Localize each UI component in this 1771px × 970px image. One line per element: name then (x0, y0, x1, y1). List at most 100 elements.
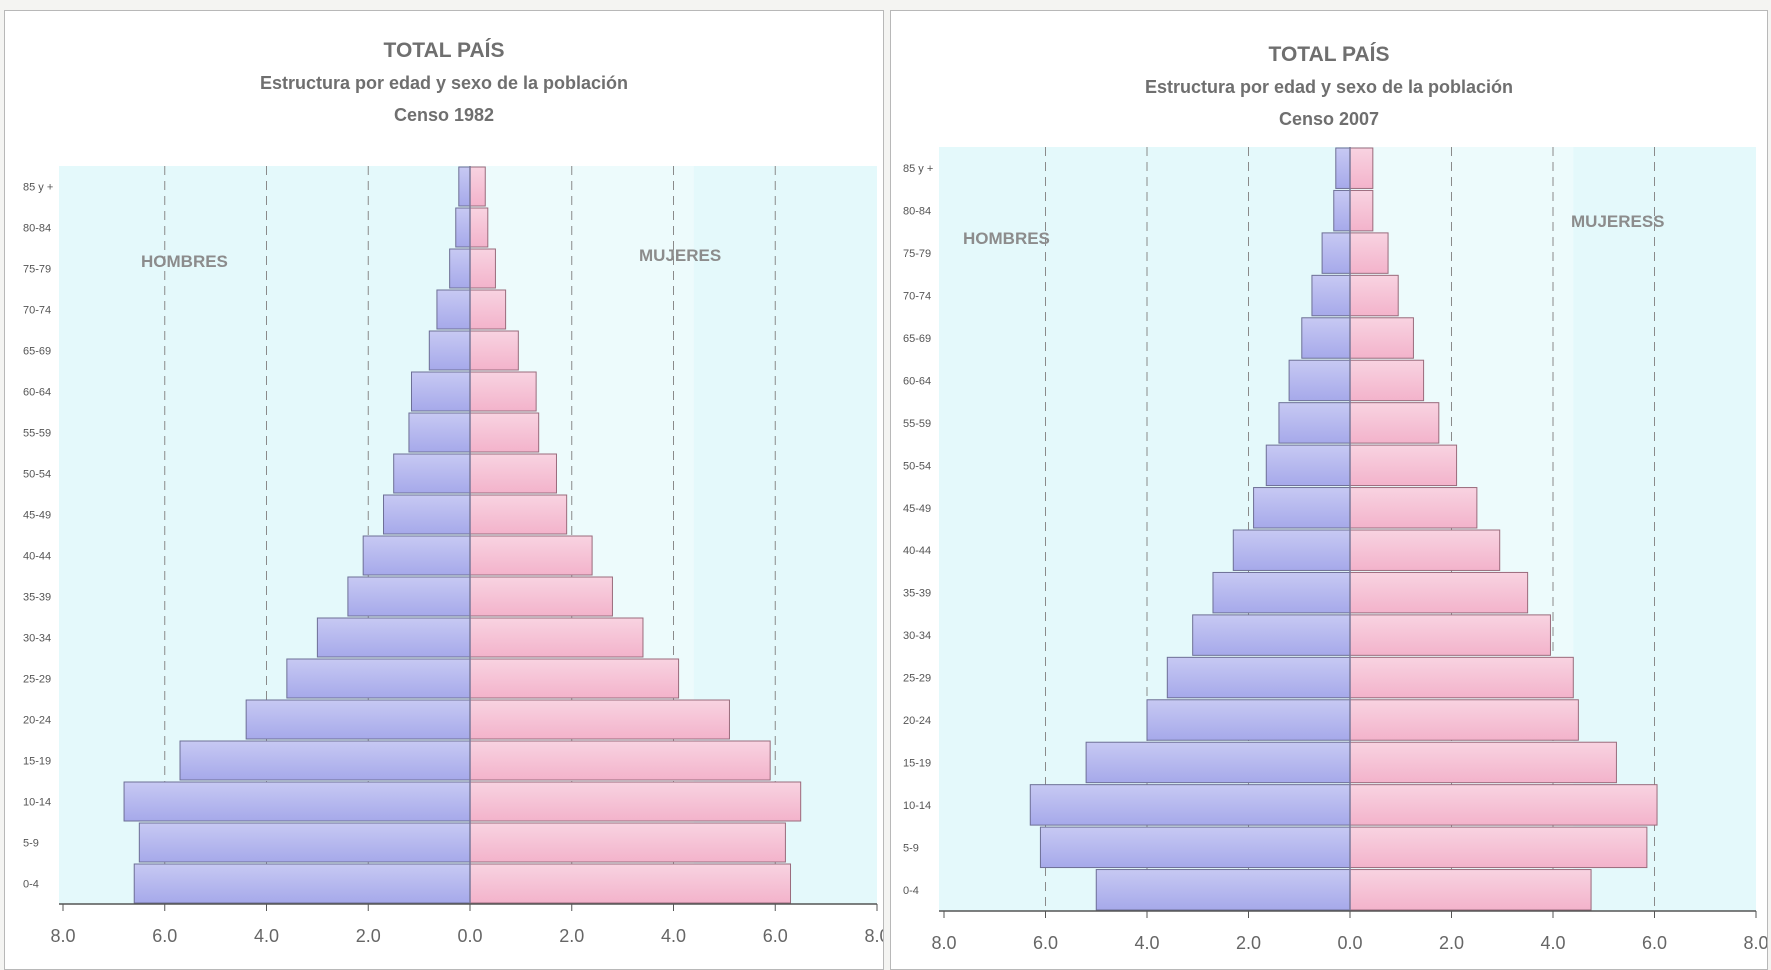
category-label: 10-14 (903, 800, 931, 812)
category-label: 25-29 (23, 674, 51, 686)
bar-hombres-15-19 (1085, 741, 1351, 784)
bar-mujeres-0-4 (469, 863, 792, 904)
bar-mujeres-10-14 (469, 781, 802, 822)
bar-mujeres-50-54 (1349, 444, 1458, 487)
category-label: 35-39 (903, 588, 931, 600)
x-tick-label: 4.0 (254, 926, 279, 946)
category-label: 60-64 (23, 387, 51, 399)
bar-hombres-65-69 (428, 330, 471, 371)
category-label: 10-14 (23, 797, 51, 809)
bar-hombres-80-84 (455, 207, 471, 248)
bar-mujeres-70-74 (469, 289, 507, 330)
category-label: 45-49 (903, 503, 931, 515)
bar-hombres-85 y + (1335, 147, 1351, 189)
bar-hombres-0-4 (1095, 869, 1351, 911)
x-tick-label: 8.0 (1743, 933, 1767, 953)
bar-mujeres-35-39 (469, 576, 613, 617)
bar-mujeres-60-64 (1349, 359, 1425, 402)
bar-mujeres-85 y + (1349, 147, 1374, 189)
bar-hombres-35-39 (347, 576, 471, 617)
x-tick-label: 6.0 (152, 926, 177, 946)
category-label: 70-74 (903, 291, 931, 303)
category-label: 50-54 (23, 469, 51, 481)
x-tick-label: 4.0 (1540, 933, 1565, 953)
bar-hombres-50-54 (393, 453, 471, 494)
bar-hombres-20-24 (245, 699, 471, 740)
bar-hombres-5-9 (138, 822, 471, 863)
bar-hombres-85 y + (458, 166, 471, 207)
category-label: 70-74 (23, 305, 51, 317)
pyramid-1982-chart: 0-4 5-9 10-14 15-19 20-24 25-29 30-34 35-39 40-4… (23, 166, 883, 946)
bar-mujeres-45-49 (469, 494, 568, 535)
chart-subtitle: Estructura por edad y sexo de la poblaci… (259, 73, 629, 93)
x-tick-label: 2.0 (356, 926, 381, 946)
category-label: 20-24 (903, 715, 931, 727)
bar-mujeres-75-79 (1349, 232, 1389, 274)
bar-hombres-10-14 (123, 781, 471, 822)
bar-mujeres-65-69 (1349, 317, 1414, 359)
category-label: 30-34 (903, 630, 931, 642)
bar-mujeres-0-4 (1349, 869, 1592, 911)
category-label: 45-49 (23, 510, 51, 522)
bar-mujeres-85 y + (469, 166, 486, 207)
bar-hombres-55-59 (408, 412, 471, 453)
bar-mujeres-15-19 (469, 740, 771, 781)
bar-mujeres-20-24 (469, 699, 730, 740)
x-tick-label: 0.0 (1337, 933, 1362, 953)
category-label: 65-69 (23, 346, 51, 358)
x-tick-label: 8.0 (931, 933, 956, 953)
bar-mujeres-35-39 (1349, 571, 1529, 614)
plot-background (939, 147, 1756, 911)
x-tick-label: 6.0 (763, 926, 788, 946)
bar-mujeres-40-44 (469, 535, 593, 576)
bar-hombres-55-59 (1278, 402, 1351, 444)
bar-hombres-15-19 (179, 740, 471, 781)
category-label: 55-59 (903, 418, 931, 430)
x-tick-label: 4.0 (1134, 933, 1159, 953)
bar-hombres-25-29 (286, 658, 471, 699)
category-label: 85 y + (23, 182, 53, 194)
bar-hombres-70-74 (436, 289, 471, 330)
chart-census-label: Censo 2007 (1278, 109, 1380, 129)
bar-mujeres-30-34 (469, 617, 644, 658)
bar-hombres-45-49 (383, 494, 471, 535)
bar-mujeres-25-29 (1349, 656, 1574, 699)
category-label: 5-9 (23, 838, 39, 850)
bar-mujeres-30-34 (1349, 614, 1551, 656)
plot-highlight (1350, 147, 1574, 911)
chart-subtitle: Estructura por edad y sexo de la poblaci… (1144, 77, 1514, 97)
category-label: 15-19 (23, 756, 51, 768)
bar-mujeres-10-14 (1349, 784, 1658, 826)
label-mujeres: MUJERESS (1571, 212, 1665, 231)
label-hombres: HOMBRES (141, 252, 228, 271)
category-label: 60-64 (903, 375, 931, 387)
bar-mujeres-45-49 (1349, 487, 1478, 529)
label-hombres: HOMBRES (963, 229, 1050, 248)
label-mujeres: MUJERES (639, 246, 721, 265)
pyramid-2007-chart: 0-4 5-9 10-14 15-19 20-24 25-29 30-34 35-39 40-4… (903, 147, 1767, 953)
x-tick-label: 6.0 (1033, 933, 1058, 953)
category-label: 75-79 (903, 248, 931, 260)
bar-mujeres-40-44 (1349, 529, 1501, 571)
bar-mujeres-20-24 (1349, 699, 1579, 741)
bar-mujeres-25-29 (469, 658, 680, 699)
pyramid-1982-panel: TOTAL PAÍS Estructura por edad y sexo de… (4, 10, 884, 970)
bar-mujeres-75-79 (469, 248, 496, 289)
category-label: 5-9 (903, 842, 919, 854)
bar-mujeres-65-69 (469, 330, 519, 371)
bar-mujeres-70-74 (1349, 274, 1399, 317)
category-label: 15-19 (903, 757, 931, 769)
category-label: 80-84 (903, 206, 931, 218)
bar-hombres-80-84 (1333, 189, 1351, 232)
x-tick-label: 2.0 (559, 926, 584, 946)
plot-background (59, 166, 877, 904)
chart-title: TOTAL PAÍS (383, 39, 505, 62)
x-tick-label: 8.0 (864, 926, 883, 946)
x-tick-label: 0.0 (457, 926, 482, 946)
bar-mujeres-5-9 (469, 822, 786, 863)
bar-hombres-10-14 (1029, 784, 1351, 826)
bar-hombres-60-64 (410, 371, 471, 412)
bar-hombres-40-44 (362, 535, 471, 576)
bar-hombres-30-34 (1192, 614, 1351, 656)
category-label: 75-79 (23, 264, 51, 276)
